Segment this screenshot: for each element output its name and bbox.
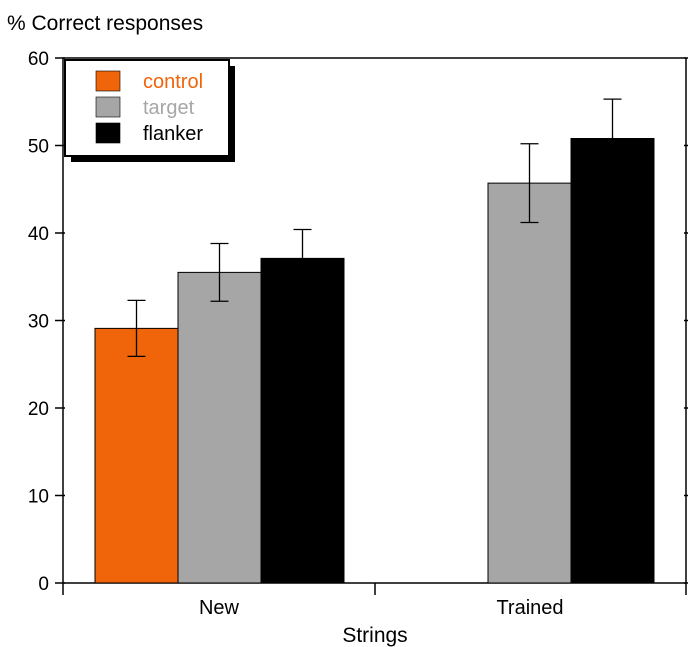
y-axis-label: % Correct responses xyxy=(7,12,203,35)
bar-flanker-new xyxy=(260,257,345,584)
legend-swatch-control xyxy=(95,70,121,92)
y-tick-label: 30 xyxy=(28,312,49,333)
y-tick-label: 0 xyxy=(38,574,49,595)
axes: 0 10 20 30 40 50 60 New Trained xyxy=(28,49,688,619)
bars xyxy=(94,98,655,584)
legend-swatch-target xyxy=(95,96,121,118)
y-tick-label: 10 xyxy=(28,487,49,508)
bar-control-new xyxy=(94,327,179,584)
legend-swatch-flanker xyxy=(95,122,121,144)
x-tick-label: New xyxy=(199,597,240,619)
legend-frame xyxy=(64,59,230,157)
legend-label-target: target xyxy=(143,97,195,119)
legend: control target flanker xyxy=(64,59,235,162)
bar-target-trained xyxy=(487,182,572,584)
legend-label-flanker: flanker xyxy=(143,123,203,145)
y-tick-label: 20 xyxy=(28,399,49,420)
y-tick-label: 60 xyxy=(28,49,49,70)
x-axis-label: Strings xyxy=(342,624,407,647)
y-tick-label: 40 xyxy=(28,224,49,245)
bar-target-new xyxy=(177,271,262,584)
legend-label-control: control xyxy=(143,71,203,93)
bar-flanker-trained xyxy=(570,138,655,584)
y-tick-label: 50 xyxy=(28,137,49,158)
x-tick-label: Trained xyxy=(496,597,563,619)
